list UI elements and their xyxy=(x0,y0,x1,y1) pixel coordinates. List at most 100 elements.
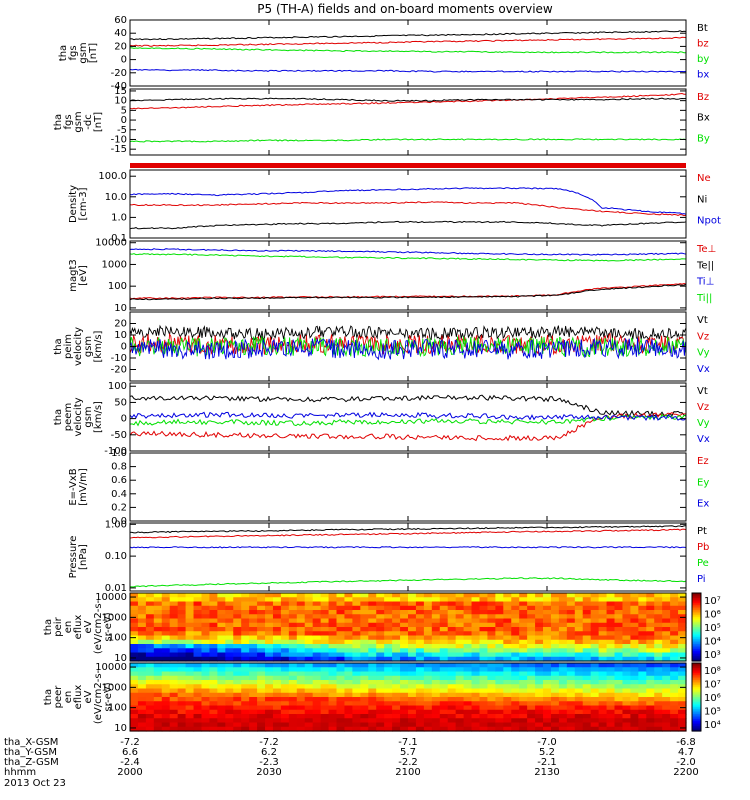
heat-cell xyxy=(439,709,449,715)
colorbar-cell xyxy=(692,623,701,626)
heat-cell xyxy=(272,667,282,673)
heat-cell xyxy=(280,671,290,677)
heat-cell xyxy=(304,631,314,637)
heat-cell xyxy=(519,627,528,632)
panel-6-ylabel: E=-VxB [mV/m] xyxy=(68,468,89,506)
heat-cell xyxy=(344,593,353,598)
heat-cell xyxy=(431,714,441,719)
legend-ne: Ne xyxy=(697,173,711,184)
heat-cell xyxy=(638,675,647,681)
heat-cell xyxy=(566,639,576,645)
heat-cell xyxy=(233,631,242,637)
heat-cell xyxy=(169,627,179,632)
heat-cell xyxy=(415,631,425,637)
colorbar-cell xyxy=(692,685,701,688)
heat-cell xyxy=(614,675,624,681)
xaxis-time-value: 2030 xyxy=(256,767,281,778)
heat-cell xyxy=(368,722,377,728)
legend-by: By xyxy=(697,133,710,144)
heat-cell xyxy=(487,684,496,690)
heat-cell xyxy=(336,605,346,611)
xaxis-row-label: 2013 Oct 23 xyxy=(4,778,66,789)
heat-cell xyxy=(495,610,504,615)
heat-cell xyxy=(249,667,258,673)
heat-cell xyxy=(423,680,433,685)
heat-cell xyxy=(415,597,425,603)
heat-cell xyxy=(336,701,346,707)
heat-cell xyxy=(582,692,592,698)
heat-cell xyxy=(257,635,266,641)
heat-cell xyxy=(336,639,346,645)
heat-cell xyxy=(360,639,369,645)
heat-cell xyxy=(201,697,211,702)
heat-cell xyxy=(543,610,552,615)
heat-cell xyxy=(678,644,687,649)
heat-cell xyxy=(543,722,552,728)
heat-cell xyxy=(471,618,481,624)
heat-cell xyxy=(550,597,560,603)
colorbar-cell xyxy=(692,698,701,701)
heat-cell xyxy=(344,605,353,611)
heat-cell xyxy=(257,680,266,685)
heat-cell xyxy=(614,652,624,658)
heat-cell xyxy=(471,667,481,673)
heat-cell xyxy=(169,667,179,673)
heat-cell xyxy=(352,675,361,681)
colorbar-cell xyxy=(692,647,701,650)
heat-cell xyxy=(400,701,409,707)
heat-cell xyxy=(272,684,282,690)
heat-cell xyxy=(511,680,520,685)
heat-cell xyxy=(471,622,481,628)
heat-cell xyxy=(439,605,449,611)
heat-cell xyxy=(519,688,528,694)
heat-cell xyxy=(177,648,187,654)
heat-cell xyxy=(288,726,298,732)
heat-cell xyxy=(646,675,655,681)
heat-cell xyxy=(280,610,290,615)
heat-cell xyxy=(304,714,314,719)
heat-cell xyxy=(288,627,298,632)
heat-cell xyxy=(487,652,496,658)
heat-cell xyxy=(550,667,560,673)
heat-cell xyxy=(566,688,576,694)
heat-cell xyxy=(217,635,226,641)
heat-cell xyxy=(312,701,322,707)
heat-cell xyxy=(527,680,536,685)
y-tick-label: 10000 xyxy=(95,662,127,673)
heat-cell xyxy=(169,688,179,694)
heat-cell xyxy=(447,726,457,732)
heat-cell xyxy=(225,627,234,632)
heat-cell xyxy=(280,663,290,668)
heat-cell xyxy=(511,656,520,662)
heat-cell xyxy=(400,631,409,637)
heat-cell xyxy=(201,701,211,707)
heat-cell xyxy=(463,680,473,685)
heat-cell xyxy=(654,614,663,620)
heat-cell xyxy=(217,663,226,668)
heat-cell xyxy=(471,614,481,620)
heat-cell xyxy=(392,635,401,641)
heat-cell xyxy=(336,648,346,654)
heat-cell xyxy=(598,688,608,694)
heat-cell xyxy=(209,618,218,624)
heat-cell xyxy=(257,652,266,658)
heat-cell xyxy=(336,714,346,719)
heat-cell xyxy=(519,709,528,715)
colorbar-cell xyxy=(692,683,701,686)
heat-cell xyxy=(455,610,465,615)
heat-cell xyxy=(455,701,465,707)
heat-cell xyxy=(566,684,576,690)
heat-cell xyxy=(137,671,147,677)
panel-9-ylabel: tha peer en eflux eV (eV/cm2-s-sr-eV) xyxy=(43,669,114,724)
heat-cell xyxy=(598,618,608,624)
heat-cell xyxy=(161,692,171,698)
heat-cell xyxy=(479,627,489,632)
heat-cell xyxy=(447,597,457,603)
heat-cell xyxy=(304,680,314,685)
heat-cell xyxy=(622,652,631,658)
heat-cell xyxy=(415,601,425,607)
heat-cell xyxy=(662,644,671,649)
heat-cell xyxy=(511,631,520,637)
heat-cell xyxy=(408,675,417,681)
heat-cell xyxy=(550,684,560,690)
